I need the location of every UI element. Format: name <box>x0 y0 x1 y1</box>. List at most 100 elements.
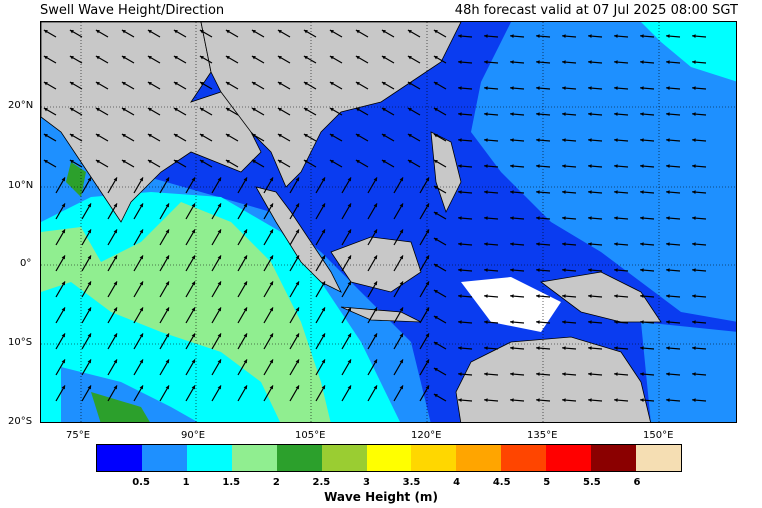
swell-arrow-head <box>269 255 273 260</box>
swell-arrow-head <box>165 307 169 312</box>
swell-arrow-head <box>640 86 644 90</box>
swell-arrow-head <box>433 56 438 60</box>
swell-arrow-head <box>321 281 325 286</box>
swell-arrow-head <box>484 190 488 194</box>
lon-tick-120: 120°E <box>411 430 442 441</box>
swell-arrow-head <box>399 385 403 390</box>
lon-tick-75: 75°E <box>66 430 91 441</box>
swell-arrow-head <box>692 268 696 272</box>
colorbar-label: 5.5 <box>582 477 601 488</box>
swell-arrow-head <box>173 56 178 60</box>
swell-arrow-head <box>399 307 403 312</box>
swell-arrow-head <box>95 160 100 164</box>
swell-arrow-head <box>217 307 221 312</box>
swell-arrow-head <box>425 359 429 364</box>
swell-arrow-head <box>61 203 65 208</box>
swell-arrow-head <box>562 242 566 246</box>
swell-arrow-head <box>121 160 126 164</box>
swell-arrow-head <box>61 385 65 390</box>
swell-arrow-head <box>217 177 221 182</box>
swell-arrow-head <box>251 30 256 34</box>
swell-arrow-head <box>269 281 273 286</box>
swell-arrow-head <box>433 342 438 346</box>
colorbar-swatch <box>366 445 412 471</box>
swell-arrow-head <box>139 177 143 182</box>
swell-arrow-head <box>666 346 670 350</box>
swell-arrow-head <box>640 138 644 142</box>
calm-zone-banda <box>461 277 561 332</box>
swell-arrow-head <box>95 134 100 138</box>
swell-arrow-head <box>191 229 195 234</box>
swell-arrow-head <box>191 359 195 364</box>
swell-arrow-head <box>407 82 412 86</box>
swell-arrow-head <box>458 294 462 298</box>
swell-zone-south <box>61 367 198 422</box>
colorbar-swatch <box>141 445 187 471</box>
swell-arrow-head <box>614 216 618 220</box>
swell-arrow-head <box>191 203 195 208</box>
swell-arrow-head <box>225 82 230 86</box>
swell-arrow-head <box>588 320 592 324</box>
swell-arrow-head <box>692 242 696 246</box>
swell-arrow-head <box>536 86 540 90</box>
swell-arrow-head <box>347 385 351 390</box>
swell-arrow-head <box>692 138 696 142</box>
swell-arrow-head <box>165 203 169 208</box>
swell-arrow-head <box>165 359 169 364</box>
swell-arrow-head <box>640 372 644 376</box>
swell-arrow-head <box>614 372 618 376</box>
lat-tick-10n: 10°N <box>8 180 34 191</box>
swell-arrow-head <box>243 255 247 260</box>
swell-arrow-head <box>425 333 429 338</box>
swell-arrow-head <box>243 333 247 338</box>
swell-arrow-head <box>536 320 540 324</box>
swell-arrow-head <box>562 398 566 402</box>
swell-arrow-head <box>113 255 117 260</box>
lat-tick-0: 0° <box>20 258 32 269</box>
swell-arrow-head <box>165 229 169 234</box>
swell-arrow-head <box>61 359 65 364</box>
swell-arrow-head <box>588 86 592 90</box>
swell-arrow-head <box>640 216 644 220</box>
swell-arrow-head <box>147 160 152 164</box>
swell-arrow-head <box>173 82 178 86</box>
swell-arrow-head <box>692 34 696 38</box>
swell-arrow-head <box>121 30 126 34</box>
swell-arrow-head <box>399 177 403 182</box>
swell-arrow-head <box>95 82 100 86</box>
swell-arrow-head <box>355 82 360 86</box>
swell-arrow-head <box>303 108 308 112</box>
swell-arrow-head <box>666 60 670 64</box>
swell-arrow-head <box>588 268 592 272</box>
swell-arrow-head <box>407 134 412 138</box>
swell-arrow-head <box>562 294 566 298</box>
swell-arrow-head <box>217 255 221 260</box>
swell-arrow-head <box>458 346 462 350</box>
swell-arrow-head <box>347 203 351 208</box>
swell-arrow-head <box>614 320 618 324</box>
swell-arrow-head <box>425 255 429 260</box>
swell-arrow-head <box>347 307 351 312</box>
lat-tick-20n: 20°N <box>8 100 34 111</box>
swell-arrow-head <box>484 164 488 168</box>
swell-arrow-head <box>692 112 696 116</box>
swell-arrow-head <box>147 134 152 138</box>
swell-arrow-head <box>373 281 377 286</box>
swell-arrow-head <box>614 60 618 64</box>
swell-arrow-head <box>173 30 178 34</box>
swell-arrow-head <box>425 385 429 390</box>
forecast-valid-time: 48h forecast valid at 07 Jul 2025 08:00 … <box>454 3 738 18</box>
swell-arrow-head <box>458 398 462 402</box>
swell-arrow-head <box>87 333 91 338</box>
swell-arrow-head <box>147 108 152 112</box>
swell-arrow-head <box>484 242 488 246</box>
swell-arrow-head <box>225 160 230 164</box>
swell-arrow-head <box>295 281 299 286</box>
lon-tick-150: 150°E <box>643 430 674 441</box>
swell-arrow-head <box>484 398 488 402</box>
swell-zone-2-5m-bay <box>66 162 86 197</box>
swell-arrow-head <box>355 108 360 112</box>
swell-arrow-head <box>399 333 403 338</box>
swell-arrow-head <box>510 138 514 142</box>
swell-arrow-head <box>87 203 91 208</box>
